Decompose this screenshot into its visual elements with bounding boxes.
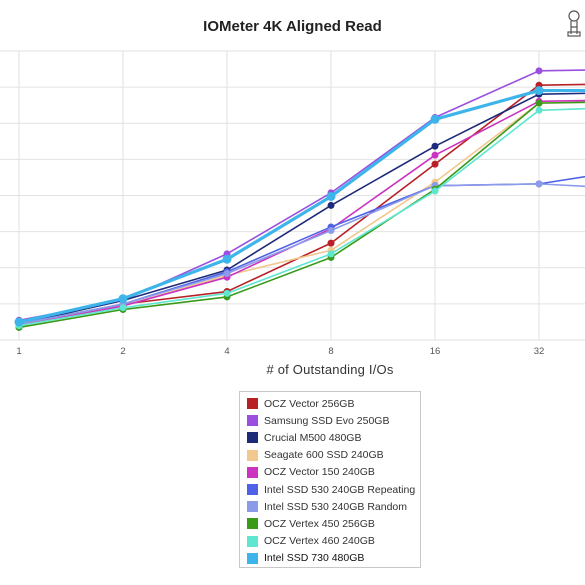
chart-title: IOMeter 4K Aligned Read (203, 18, 382, 35)
data-point (535, 99, 543, 107)
legend-swatch (247, 466, 258, 478)
data-point (327, 239, 335, 247)
x-tick-labels: 1 2 4 8 16 32 (16, 346, 544, 357)
x-tick-label: 1 (16, 346, 21, 357)
data-point (535, 180, 543, 188)
legend-label: Intel SSD 730 480GB (264, 552, 365, 565)
data-point (118, 294, 128, 304)
data-point (431, 160, 439, 168)
legend-swatch (247, 535, 258, 547)
legend-swatch (247, 552, 258, 564)
legend-swatch (247, 518, 258, 530)
legend-label: OCZ Vector 256GB (264, 397, 355, 410)
chart-tool-icon[interactable] (565, 8, 585, 38)
series-line (18, 175, 585, 325)
data-point (223, 289, 231, 297)
data-point (327, 227, 335, 235)
legend-item[interactable]: Seagate 600 SSD 240GB (247, 447, 420, 464)
legend-item[interactable]: OCZ Vertex 450 256GB (247, 515, 420, 532)
data-point (326, 191, 336, 201)
series-9 (14, 86, 585, 327)
legend-swatch (247, 484, 258, 496)
data-point (119, 304, 127, 312)
data-point (327, 250, 335, 258)
legend-item[interactable]: Intel SSD 530 240GB Random (247, 498, 420, 515)
series-line (18, 88, 585, 324)
series-line (18, 107, 585, 327)
legend-swatch (247, 501, 258, 513)
data-point (222, 254, 232, 264)
data-point (535, 106, 543, 114)
legend-label: OCZ Vector 150 240GB (264, 466, 375, 479)
legend-item[interactable]: Intel SSD 730 480GB (247, 550, 420, 567)
grid (0, 50, 585, 341)
data-point (431, 151, 439, 159)
series-line (18, 69, 585, 322)
legend-swatch (247, 432, 258, 444)
series-lines (14, 67, 585, 331)
data-point (327, 201, 335, 209)
x-axis-label: # of Outstanding I/Os (266, 362, 394, 377)
legend-item[interactable]: Samsung SSD Evo 250GB (247, 412, 420, 429)
series-2 (15, 90, 585, 328)
legend-label: OCZ Vertex 460 240GB (264, 535, 375, 548)
legend-item[interactable]: OCZ Vertex 460 240GB (247, 533, 420, 550)
legend-item[interactable]: Crucial M500 480GB (247, 429, 420, 446)
legend-label: OCZ Vertex 450 256GB (264, 517, 375, 530)
legend-label: Intel SSD 530 240GB Repeating (264, 483, 416, 496)
legend-label: Seagate 600 SSD 240GB (264, 449, 384, 462)
series-8 (15, 106, 585, 330)
x-tick-label: 4 (224, 346, 229, 357)
series-line (18, 83, 585, 325)
series-line (18, 92, 585, 325)
x-tick-label: 16 (430, 346, 441, 357)
data-point (431, 187, 439, 195)
data-point (534, 86, 544, 96)
legend-label: Crucial M500 480GB (264, 431, 362, 444)
x-tick-label: 32 (534, 346, 545, 357)
legend-item[interactable]: OCZ Vector 150 240GB (247, 464, 420, 481)
legend-swatch (247, 398, 258, 410)
data-point (14, 317, 24, 327)
data-point (430, 114, 440, 124)
data-point (535, 67, 543, 75)
legend-item[interactable]: OCZ Vector 256GB (247, 395, 420, 412)
legend-swatch (247, 449, 258, 461)
legend: OCZ Vector 256GB Samsung SSD Evo 250GB Cru… (239, 391, 421, 568)
series-0 (15, 81, 585, 328)
data-point (431, 142, 439, 150)
x-tick-label: 8 (328, 346, 333, 357)
legend-label: Samsung SSD Evo 250GB (264, 414, 390, 427)
legend-swatch (247, 415, 258, 427)
legend-label: Intel SSD 530 240GB Random (264, 500, 408, 513)
legend-item[interactable]: Intel SSD 530 240GB Repeating (247, 481, 420, 498)
x-tick-label: 2 (120, 346, 125, 357)
data-point (223, 270, 231, 278)
